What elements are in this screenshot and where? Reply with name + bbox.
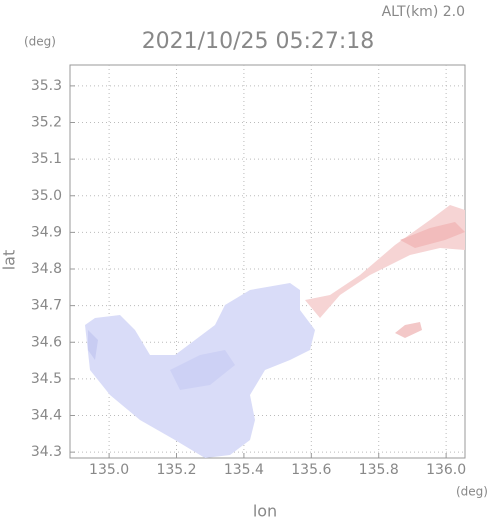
echo-region: [88, 330, 98, 360]
y-tick-label: 35.2: [31, 115, 62, 131]
x-tick-label: 135.2: [156, 462, 196, 478]
echo-region: [305, 205, 465, 318]
y-unit: (deg): [24, 35, 56, 49]
y-tick-label: 34.7: [31, 298, 62, 314]
x-tick-label: 136.0: [426, 462, 466, 478]
echo-region: [395, 322, 422, 338]
x-tick-label: 135.0: [89, 462, 129, 478]
chart-subtitle: ALT(km) 2.0: [382, 4, 465, 20]
y-tick-label: 34.9: [31, 224, 62, 240]
plot-frame: [69, 64, 466, 459]
y-tick-label: 34.3: [31, 444, 62, 460]
radar-field: [85, 205, 465, 458]
x-unit: (deg): [456, 485, 488, 499]
echo-region: [400, 222, 465, 248]
y-tick-label: 34.4: [31, 408, 62, 424]
y-tick-label: 34.8: [31, 261, 62, 277]
y-tick-label: 35.3: [31, 78, 62, 94]
echo-region: [170, 350, 235, 390]
x-tick-label: 135.6: [291, 462, 331, 478]
x-tick-label: 135.4: [224, 462, 264, 478]
y-tick-label: 34.6: [31, 334, 62, 350]
y-tick-label: 35.0: [31, 188, 62, 204]
x-tick-label: 135.8: [359, 462, 399, 478]
y-axis-label: lat: [0, 250, 19, 271]
y-tick-label: 34.5: [31, 371, 62, 387]
x-axis-label: lon: [253, 502, 277, 521]
chart-title: 2021/10/25 05:27:18: [142, 29, 375, 54]
y-tick-label: 35.1: [31, 151, 62, 167]
